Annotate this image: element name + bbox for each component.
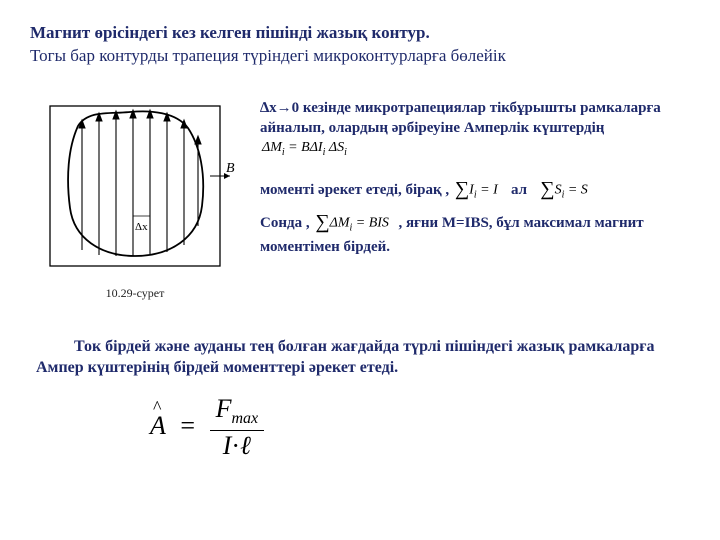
title-block: Магнит өрісіндегі кез келген пішінді жаз… (30, 22, 690, 68)
svg-text:Δx: Δx (135, 221, 148, 233)
p2a: моменті әрекет етеді, бірақ , (260, 182, 449, 198)
formula-sumM: ∑ΔMi = BIS (313, 210, 391, 237)
figure-caption: 10.29-сурет (30, 286, 240, 301)
svg-text:B: B (226, 161, 235, 176)
subtitle: Тогы бар контурды трапеция түріндегі мик… (30, 45, 690, 68)
formula-sumS: ∑Si = S (538, 177, 590, 204)
figure: B Δx 10.29-сурет (30, 98, 240, 301)
title: Магнит өрісіндегі кез келген пішінді жаз… (30, 22, 690, 45)
dx-label: Δx (133, 213, 150, 233)
contour-diagram-svg: B Δx (30, 98, 240, 288)
p2b: ал (511, 182, 527, 198)
formula-sumI: ∑Ii = I (453, 177, 500, 204)
formula-dM: ΔMi = BΔIi ΔSi (260, 139, 349, 159)
p3a: Сонда , (260, 215, 310, 231)
p1: ∆x→0 кезінде микротрапециялар тікбұрышты… (260, 100, 661, 136)
conclusion: Ток бірдей және ауданы тең болған жағдай… (30, 337, 690, 379)
body-text: ∆x→0 кезінде микротрапециялар тікбұрышты… (260, 98, 690, 263)
main-formula: A = Fmax I·ℓ (30, 396, 690, 458)
